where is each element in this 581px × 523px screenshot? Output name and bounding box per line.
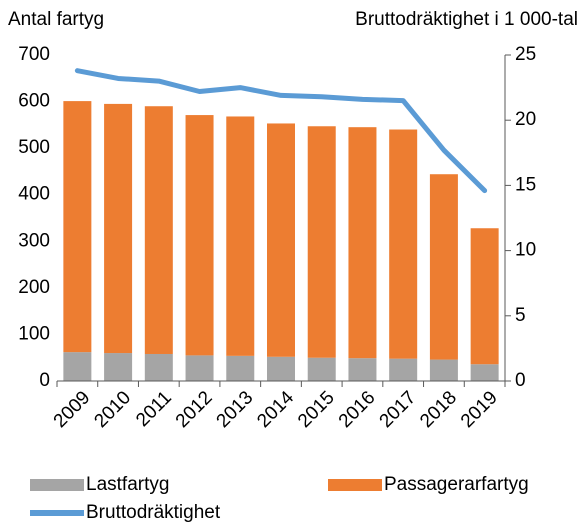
bar (63, 352, 92, 381)
y-tick-label: 400 (18, 184, 50, 205)
bar (307, 357, 336, 381)
y-tick-label: 300 (18, 230, 50, 251)
x-tick-label: 2011 (132, 387, 176, 431)
y-axis-title: Antal fartyg (8, 9, 104, 30)
bar (144, 106, 173, 354)
x-tick-label: 2017 (376, 387, 421, 432)
y-tick-label: 200 (18, 277, 50, 298)
bar (470, 228, 499, 365)
bar (267, 356, 295, 381)
y2-axis-title: Bruttodräktighet i 1 000-tal (355, 9, 578, 30)
x-tick-label: 2018 (416, 387, 461, 432)
bar (470, 364, 499, 381)
x-tick-label: 2012 (172, 387, 217, 432)
bar (185, 115, 214, 356)
bar (307, 126, 336, 358)
y2-tick-label: 25 (515, 44, 536, 65)
y2-tick-label: 10 (515, 240, 536, 261)
legend-swatch (328, 479, 382, 491)
bar (429, 174, 458, 360)
line (74, 68, 488, 194)
bar (348, 127, 377, 359)
bar (389, 129, 418, 359)
y2-tick-label: 15 (515, 174, 536, 195)
y2-tick-label: 0 (515, 370, 526, 391)
y-tick-label: 600 (18, 91, 50, 112)
y2-tick-label: 20 (515, 109, 536, 130)
x-tick-label: 2019 (457, 387, 502, 432)
legend-swatch (30, 479, 84, 491)
bar (429, 359, 458, 381)
bar (348, 358, 377, 381)
legend-label: Bruttodräktighet (86, 502, 221, 523)
y-tick-label: 0 (39, 370, 50, 391)
y-tick-label: 500 (18, 137, 50, 158)
x-tick-label: 2010 (90, 387, 135, 432)
x-tick-label: 2013 (213, 387, 258, 432)
bar (104, 353, 133, 381)
bar (226, 116, 255, 356)
bar (63, 101, 92, 353)
bar (104, 103, 133, 354)
x-tick-label: 2014 (253, 387, 298, 432)
legend-label: Lastfartyg (86, 474, 169, 495)
bar (267, 123, 295, 357)
x-tick-label: 2009 (50, 387, 95, 432)
y2-tick-label: 5 (515, 305, 526, 326)
y-tick-label: 100 (18, 323, 50, 344)
bar (144, 353, 173, 381)
legend-label: Passagerarfartyg (384, 474, 529, 495)
bar (185, 355, 214, 381)
bar (389, 358, 418, 381)
y-tick-label: 700 (18, 44, 50, 65)
x-tick-label: 2016 (335, 387, 380, 432)
bar (226, 355, 255, 381)
x-tick-label: 2015 (294, 387, 339, 432)
